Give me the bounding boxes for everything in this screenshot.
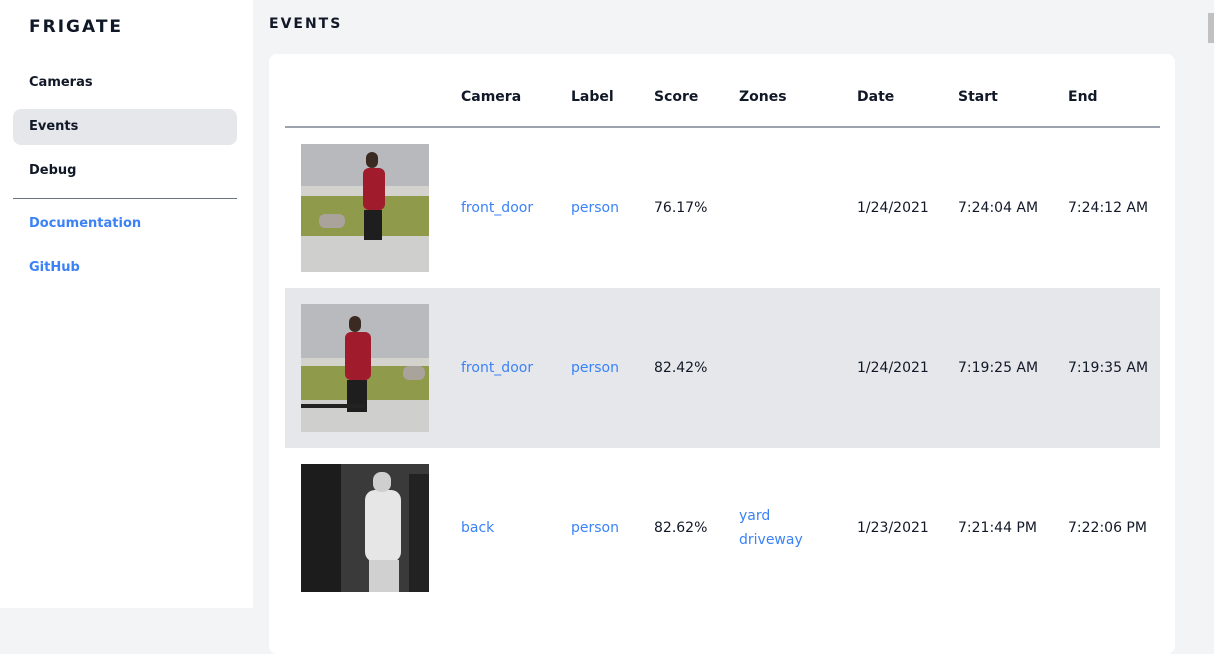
date-value: 1/24/2021 <box>857 200 929 216</box>
label-link[interactable]: person <box>571 360 619 376</box>
score-value: 82.62% <box>654 520 708 536</box>
zone-link[interactable]: yard <box>739 508 771 524</box>
end-time: 7:22:06 PM <box>1068 520 1147 536</box>
start-time: 7:21:44 PM <box>958 520 1037 536</box>
page-title: EVENTS <box>269 16 343 32</box>
sidebar: FRIGATE Cameras Events Debug Documentati… <box>0 0 253 608</box>
camera-link[interactable]: back <box>461 520 495 536</box>
sidebar-link-documentation[interactable]: Documentation <box>29 216 142 231</box>
start-time: 7:19:25 AM <box>958 360 1039 376</box>
table-row[interactable]: front_door person 76.17% 1/24/2021 7:24:… <box>285 128 1160 288</box>
score-value: 76.17% <box>654 200 708 216</box>
score-value: 82.42% <box>654 360 708 376</box>
header-date: Date <box>857 89 895 105</box>
header-label: Label <box>571 89 614 105</box>
header-start: Start <box>958 89 998 105</box>
date-value: 1/24/2021 <box>857 360 929 376</box>
brand-logo[interactable]: FRIGATE <box>29 17 124 37</box>
header-score: Score <box>654 89 699 105</box>
header-end: End <box>1068 89 1098 105</box>
sidebar-item-cameras[interactable]: Cameras <box>29 75 93 90</box>
table-row[interactable]: back person 82.62% yard driveway 1/23/202… <box>285 448 1160 608</box>
event-thumbnail[interactable] <box>301 144 429 272</box>
scrollbar-thumb[interactable] <box>1208 13 1214 43</box>
end-time: 7:19:35 AM <box>1068 360 1149 376</box>
sidebar-link-github[interactable]: GitHub <box>29 260 80 275</box>
end-time: 7:24:12 AM <box>1068 200 1149 216</box>
header-zones: Zones <box>739 89 787 105</box>
camera-link[interactable]: front_door <box>461 200 534 216</box>
sidebar-divider <box>13 198 237 199</box>
sidebar-item-events[interactable]: Events <box>13 109 237 145</box>
scrollbar[interactable] <box>1206 0 1214 608</box>
sidebar-item-debug[interactable]: Debug <box>29 163 77 178</box>
zone-link[interactable]: driveway <box>739 532 803 548</box>
event-thumbnail[interactable] <box>301 304 429 432</box>
camera-link[interactable]: front_door <box>461 360 534 376</box>
start-time: 7:24:04 AM <box>958 200 1039 216</box>
header-camera: Camera <box>461 89 522 105</box>
label-link[interactable]: person <box>571 520 619 536</box>
header-divider <box>285 126 1160 128</box>
zones-list: yard driveway <box>739 504 803 552</box>
date-value: 1/23/2021 <box>857 520 929 536</box>
event-thumbnail[interactable] <box>301 464 429 592</box>
table-row[interactable]: front_door person 82.42% 1/24/2021 7:19:… <box>285 288 1160 448</box>
label-link[interactable]: person <box>571 200 619 216</box>
